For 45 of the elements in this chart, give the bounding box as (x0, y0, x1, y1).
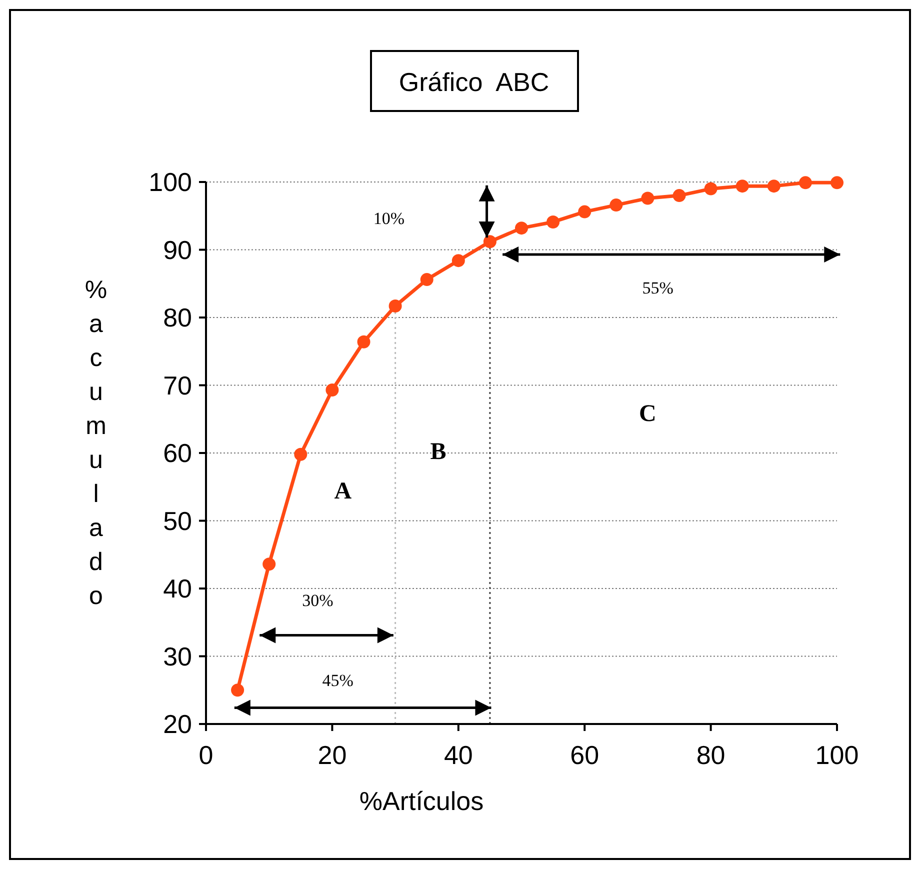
point (672, 189, 686, 202)
annotation: 10% (373, 208, 405, 228)
chart-title: Gráfico ABC (398, 67, 550, 97)
point (326, 383, 339, 396)
y-tick-label: 100 (148, 167, 192, 197)
point (736, 180, 749, 193)
x-axis-title: %Artículos (359, 786, 484, 816)
x-tick-label: 80 (696, 740, 726, 770)
point (420, 273, 434, 286)
y-tick-label: 20 (163, 709, 192, 739)
point (830, 176, 844, 190)
point (610, 198, 623, 212)
point (262, 558, 276, 571)
y-tick-label: 50 (163, 506, 192, 536)
point (388, 299, 402, 312)
x-tick-label: 60 (570, 740, 600, 770)
annotation: 55% (642, 278, 674, 298)
point (546, 215, 560, 228)
x-tick-label: 100 (815, 740, 859, 770)
point (767, 180, 780, 193)
point (515, 222, 528, 235)
x-tick-label: 20 (318, 740, 347, 770)
point (641, 192, 654, 205)
y-tick-label: 60 (163, 438, 192, 468)
annotation: 30% (302, 591, 334, 610)
point (294, 448, 308, 461)
y-tick-label: 80 (163, 302, 192, 332)
point (231, 684, 244, 697)
annotation: A (334, 478, 352, 504)
x-tick-label: 0 (198, 740, 214, 770)
annotation: B (430, 439, 446, 465)
point (798, 176, 812, 190)
y-tick-label: 70 (163, 370, 192, 400)
y-tick-label: 90 (163, 234, 192, 265)
text: %acumulado (84, 276, 108, 610)
point (483, 235, 496, 248)
point (357, 335, 370, 348)
y-tick-label: 30 (163, 641, 192, 672)
x-tick-label: 40 (444, 740, 473, 770)
annotation: C (639, 401, 656, 428)
point (452, 254, 465, 268)
y-tick-label: 40 (163, 574, 192, 604)
annotation: 45% (322, 670, 354, 690)
point (578, 205, 592, 218)
point (704, 182, 718, 196)
